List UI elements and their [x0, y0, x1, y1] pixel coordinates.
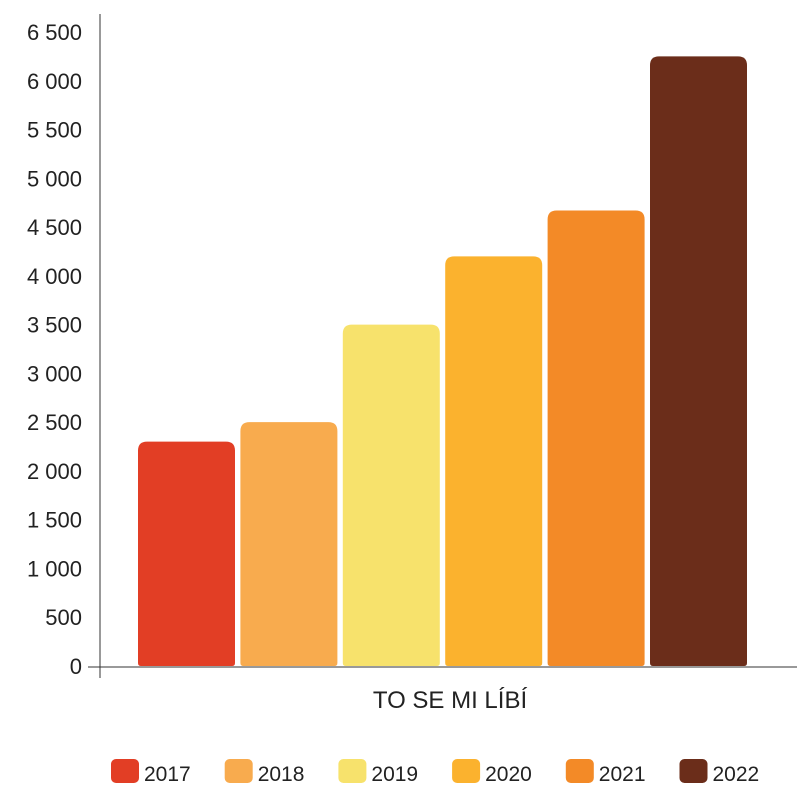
legend-item-2022: 2022: [679, 759, 760, 786]
y-tick-label: 2 500: [27, 410, 82, 435]
y-tick-label: 5 500: [27, 118, 82, 143]
y-tick-label: 3 000: [27, 361, 82, 386]
legend: 2017 2018 2019 2020 2021 2022: [111, 759, 760, 786]
y-tick-label: 0: [70, 654, 82, 679]
y-tick-label: 4 000: [27, 264, 82, 289]
y-tick-label: 5 000: [27, 166, 82, 191]
legend-label: 2022: [713, 763, 760, 783]
y-tick-label: 6 500: [27, 20, 82, 45]
bar-2021: [547, 210, 645, 666]
y-tick-label: 1 500: [27, 508, 82, 533]
y-tick-label: 1 000: [27, 556, 82, 581]
x-axis-label: TO SE MI LÍBÍ: [373, 687, 528, 714]
legend-swatch: [224, 759, 253, 783]
legend-swatch: [565, 759, 594, 783]
legend-item-2021: 2021: [565, 759, 646, 786]
legend-item-2017: 2017: [111, 759, 191, 786]
legend-label: 2020: [485, 763, 532, 783]
legend-swatch: [452, 759, 481, 783]
legend-label: 2017: [144, 763, 191, 783]
bars: [138, 56, 747, 666]
bar-2018: [240, 422, 338, 666]
y-tick-label: 4 500: [27, 215, 82, 240]
y-tick-label: 2 000: [27, 459, 82, 484]
legend-item-2020: 2020: [452, 759, 532, 786]
legend-item-2019: 2019: [338, 759, 418, 786]
bar-2017: [138, 441, 235, 666]
y-tick-label: 6 000: [27, 69, 82, 94]
y-tick-label: 500: [45, 605, 82, 630]
legend-swatch: [679, 759, 708, 783]
bar-2020: [445, 256, 543, 666]
bar-2022: [650, 56, 747, 666]
bar-2019: [342, 324, 440, 666]
legend-label: 2019: [371, 763, 418, 783]
legend-swatch: [111, 759, 139, 783]
y-axis: 0 500 1 000 1 500 2 000 2 500 3 000 3 500 4 000 4…: [27, 14, 101, 679]
legend-item-2018: 2018: [224, 759, 305, 786]
y-tick-label: 3 500: [27, 313, 82, 338]
legend-label: 2021: [599, 763, 646, 783]
legend-label: 2018: [258, 763, 305, 783]
legend-swatch: [338, 759, 367, 783]
